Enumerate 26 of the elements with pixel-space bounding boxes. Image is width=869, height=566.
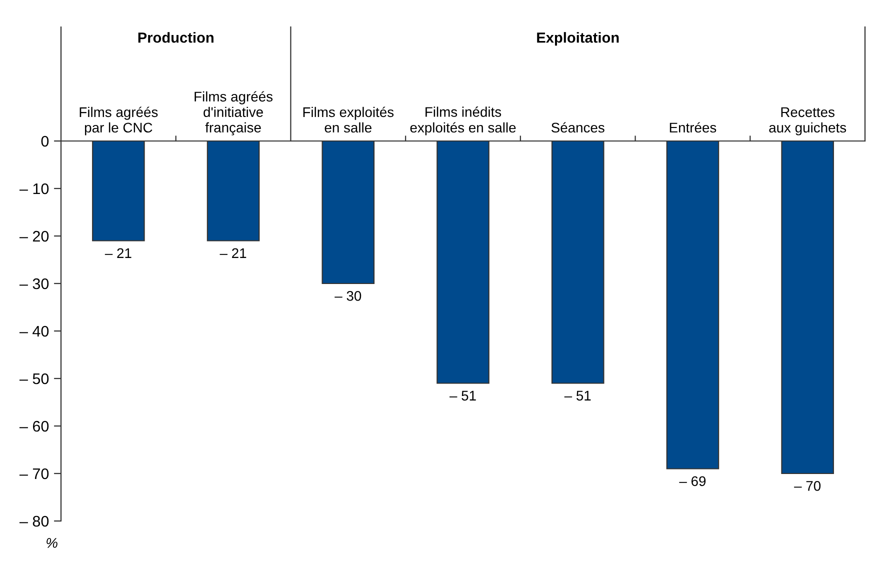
y-tick-label: – 40 [19, 326, 49, 337]
y-tick-label: 0 [41, 136, 49, 147]
y-tick-label: – 80 [19, 516, 49, 527]
y-tick-label: – 20 [19, 230, 49, 242]
x-tick-label: Séances [551, 122, 604, 133]
x-tick-label: Entrées [670, 122, 716, 133]
annotation: Production [138, 32, 214, 43]
x-tick-label: Films exploités en salle [303, 106, 394, 133]
data-label: – 21 [220, 248, 246, 258]
x-tick-label: Recettes aux guichets [769, 107, 846, 136]
x-tick-label: Films agréés d'initiative française [194, 91, 273, 136]
annotation: Exploitation [537, 32, 619, 46]
y-tick-label: – 30 [19, 278, 49, 290]
y-tick-label: – 10 [19, 183, 49, 194]
data-label: – 21 [104, 248, 132, 258]
x-tick-label: Films inédits exploités en salle [410, 106, 516, 136]
data-label: – 51 [449, 390, 476, 401]
text: % [46, 538, 58, 548]
y-tick-label: – 70 [19, 468, 49, 480]
y-tick-label: – 50 [19, 373, 49, 384]
data-label: – 30 [334, 290, 362, 301]
data-label: – 51 [564, 390, 591, 401]
x-tick-label: Films agréés par le CNC [80, 106, 158, 136]
y-tick-label: – 60 [19, 420, 49, 432]
data-label: – 70 [794, 480, 821, 491]
data-label: – 69 [679, 476, 706, 486]
